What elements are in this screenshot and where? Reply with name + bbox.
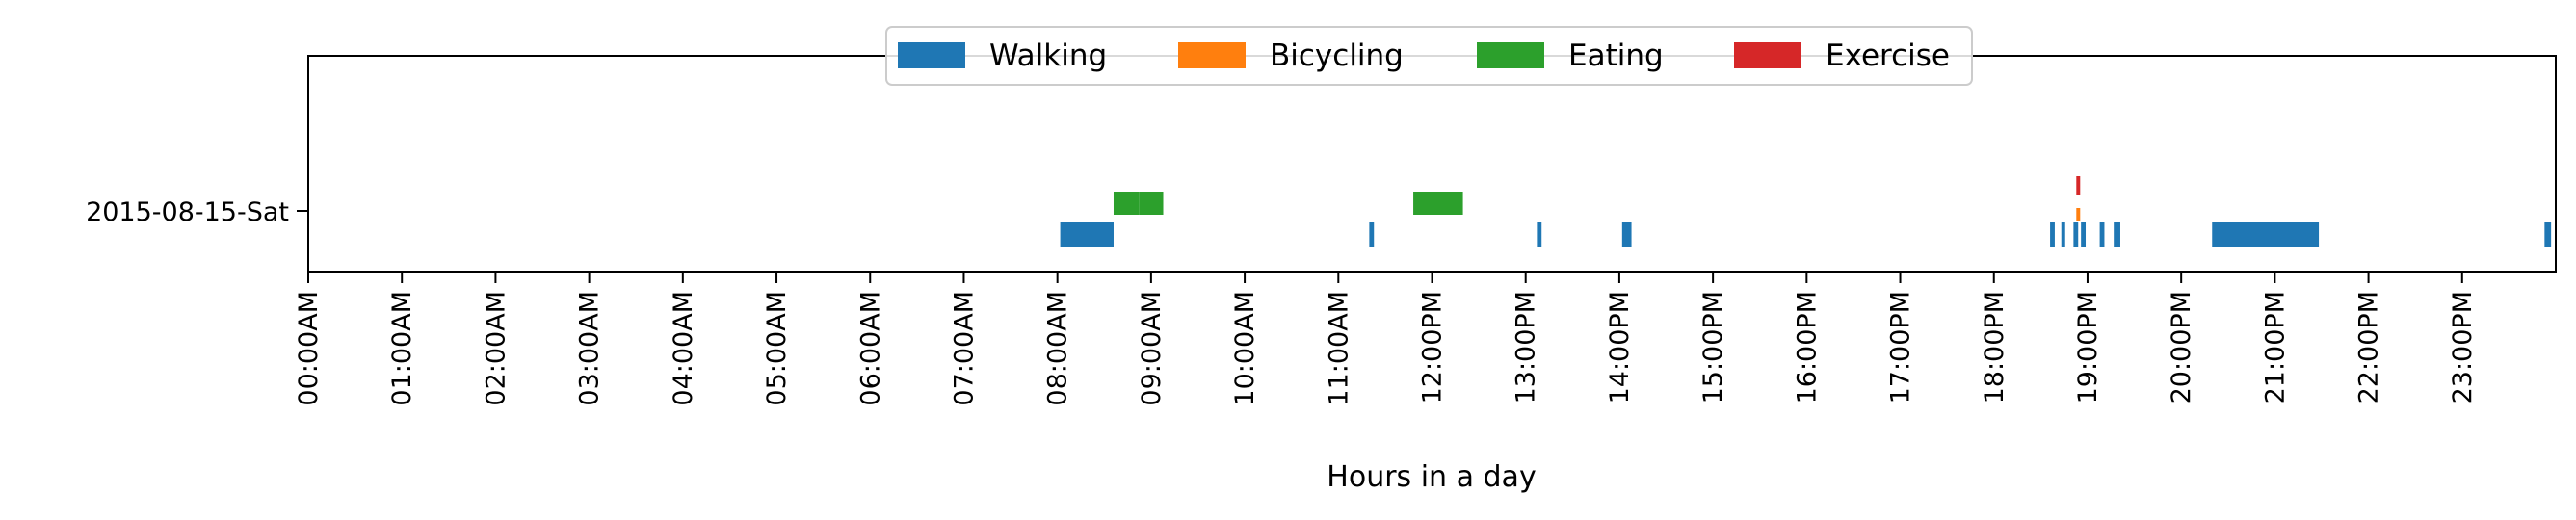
x-tick-label: 05:00AM <box>762 291 792 406</box>
x-tick-label: 00:00AM <box>294 291 324 406</box>
walking-bar <box>1060 222 1114 247</box>
walking-bar <box>1537 222 1542 247</box>
x-tick-label: 18:00PM <box>1980 291 2010 403</box>
x-tick-label: 01:00AM <box>387 291 417 406</box>
walking-bar <box>2081 222 2087 247</box>
x-tick-label: 20:00PM <box>2167 291 2196 403</box>
legend-swatch-bicycling <box>1178 42 1246 68</box>
x-tick-label: 07:00AM <box>949 291 979 406</box>
eating-bar <box>1413 192 1463 215</box>
x-tick-label: 21:00PM <box>2260 291 2290 403</box>
x-axis-label: Hours in a day <box>1327 460 1536 494</box>
legend-label-exercise: Exercise <box>1826 39 1950 73</box>
x-tick-label: 12:00PM <box>1418 291 1448 403</box>
walking-bar <box>1369 222 1375 247</box>
x-tick-label: 16:00PM <box>1792 291 1822 403</box>
x-tick-label: 19:00PM <box>2073 291 2103 403</box>
legend-label-eating: Eating <box>1568 39 1664 73</box>
x-tick-label: 15:00PM <box>1698 291 1728 403</box>
x-tick-label: 11:00AM <box>1324 291 1354 406</box>
legend-label-bicycling: Bicycling <box>1270 39 1404 73</box>
walking-bar <box>2050 222 2055 247</box>
plot-area <box>308 56 2556 272</box>
x-tick-label: 17:00PM <box>1886 291 1916 403</box>
walking-bar <box>1621 222 1632 247</box>
x-tick-label: 02:00AM <box>481 291 511 406</box>
walking-bar <box>2212 222 2320 247</box>
x-tick-label: 23:00PM <box>2448 291 2478 403</box>
walking-bar <box>2061 222 2065 247</box>
bicycling-bar <box>2076 208 2081 221</box>
x-tick-label: 14:00PM <box>1605 291 1635 403</box>
eating-bar <box>1113 192 1140 215</box>
eating-bar <box>1139 192 1164 215</box>
exercise-bar <box>2076 176 2081 195</box>
x-tick-label: 06:00AM <box>855 291 885 406</box>
x-tick-label: 10:00AM <box>1230 291 1260 406</box>
walking-bar <box>2073 222 2079 247</box>
x-tick-label: 22:00PM <box>2354 291 2384 403</box>
y-tick-label: 2015-08-15-Sat <box>86 197 289 227</box>
x-tick-label: 13:00PM <box>1511 291 1541 403</box>
legend-box <box>885 26 1973 86</box>
legend-swatch-eating <box>1477 42 1544 68</box>
walking-bar <box>2114 222 2120 247</box>
legend-label-walking: Walking <box>989 39 1107 73</box>
x-tick-label: 03:00AM <box>575 291 605 406</box>
legend: Walking Bicycling Eating Exercise <box>885 26 1973 86</box>
legend-swatch-exercise <box>1734 42 1801 68</box>
legend-swatch-walking <box>898 42 965 68</box>
walking-bar <box>2099 222 2105 247</box>
x-tick-label: 04:00AM <box>669 291 698 406</box>
x-tick-label: 09:00AM <box>1137 291 1167 406</box>
x-tick-label: 08:00AM <box>1043 291 1073 406</box>
walking-bar <box>2544 222 2552 247</box>
